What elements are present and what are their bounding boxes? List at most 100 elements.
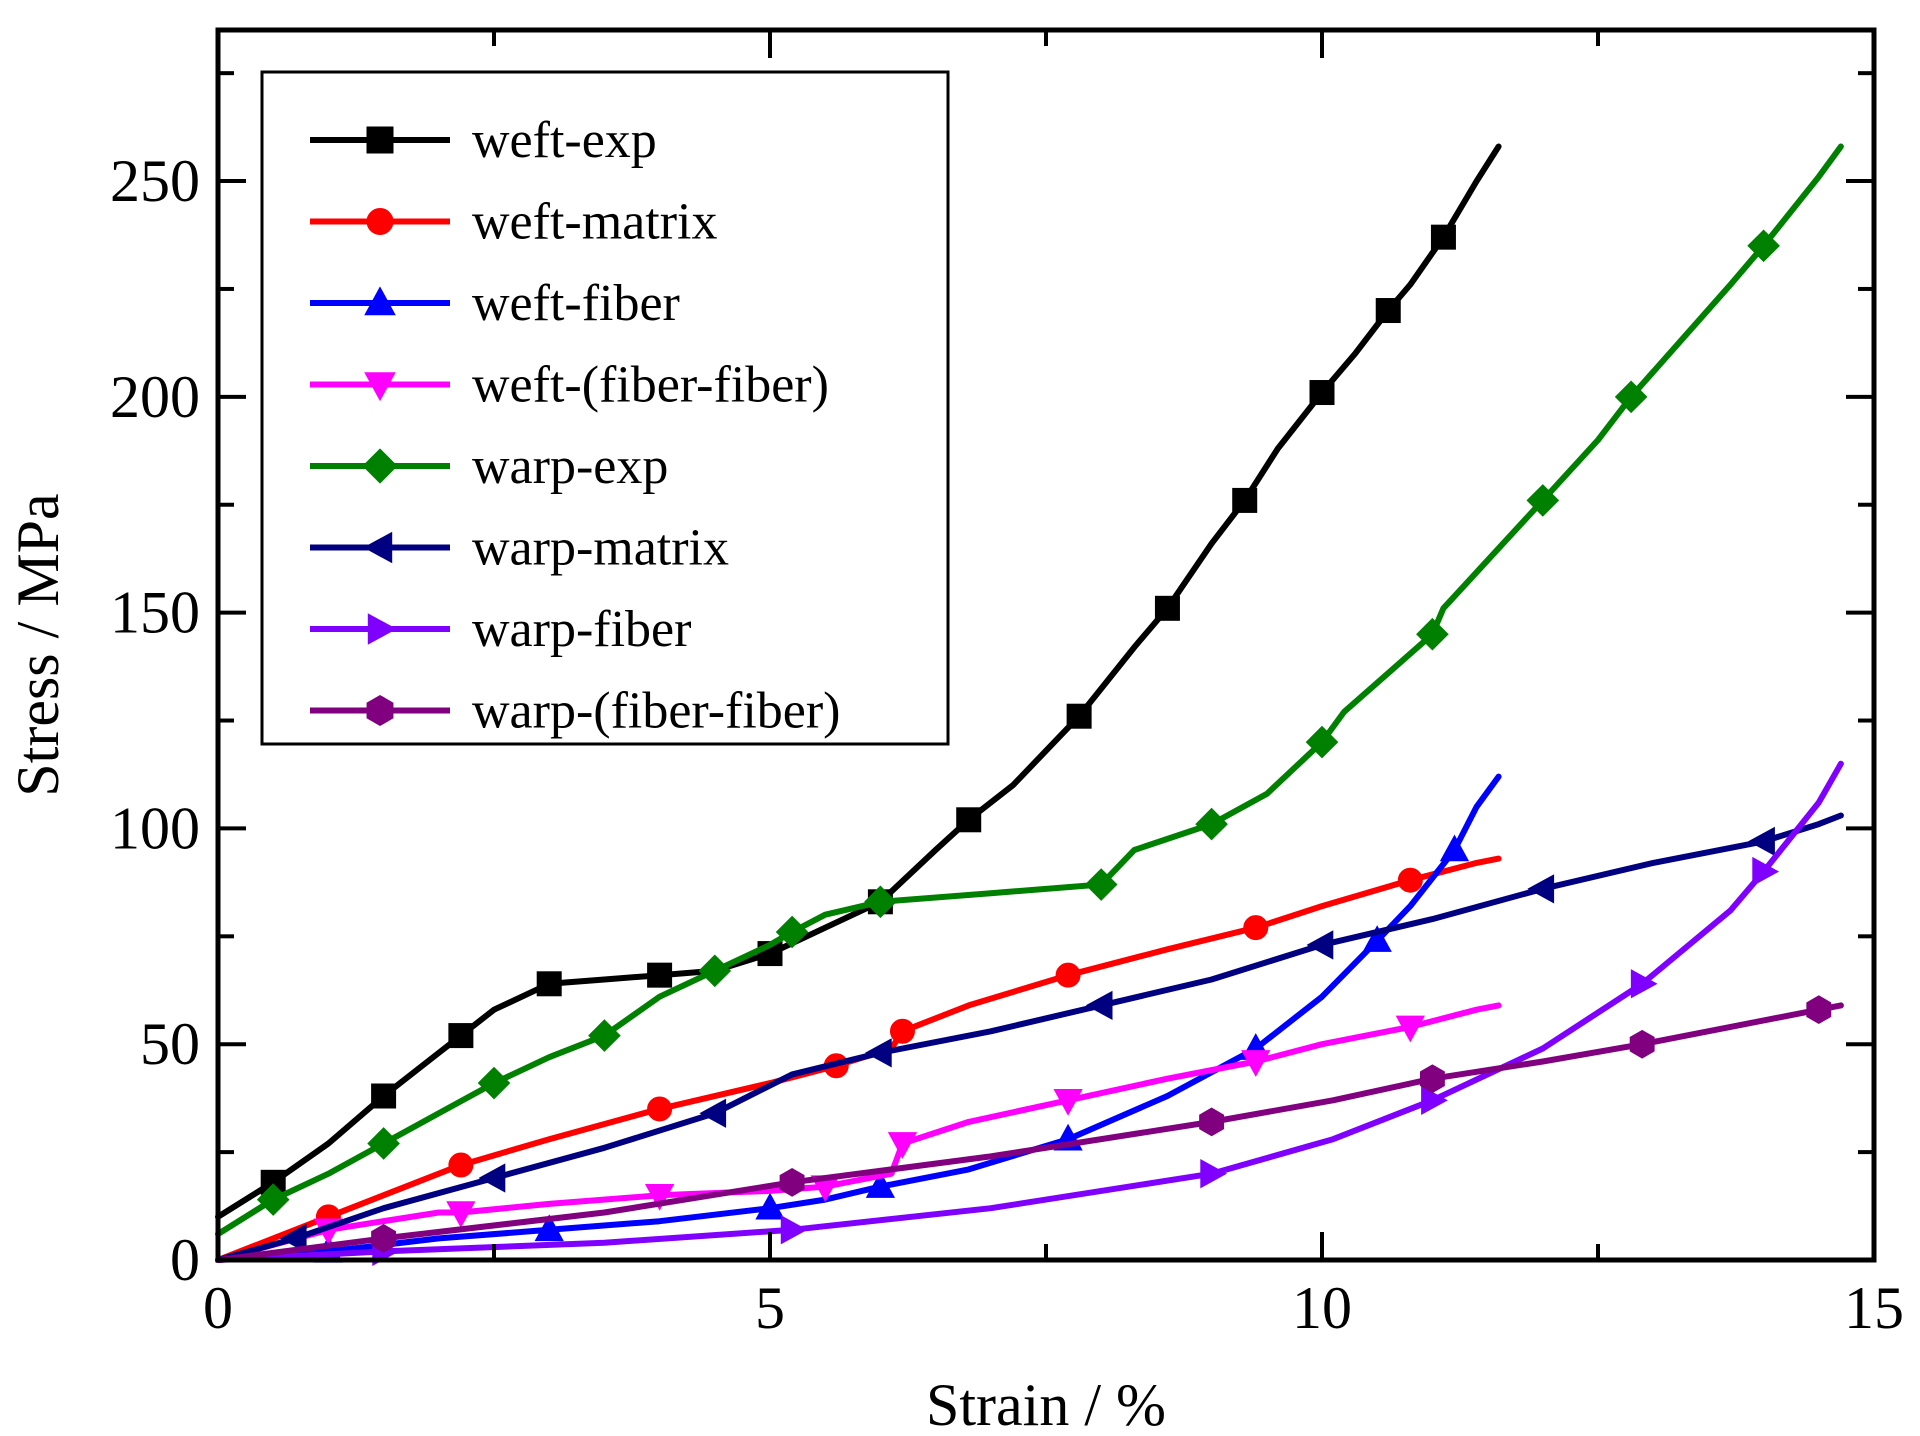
- data-point: [647, 1096, 673, 1122]
- data-point: [477, 1066, 511, 1100]
- legend-marker: [366, 694, 394, 727]
- data-point: [889, 1018, 915, 1044]
- data-point: [1430, 224, 1456, 250]
- x-axis-label: Strain / %: [926, 1372, 1166, 1436]
- data-point: [775, 915, 809, 949]
- legend-item: warp-fiber: [310, 601, 691, 658]
- data-point: [1362, 925, 1392, 952]
- data-point: [536, 971, 562, 997]
- legend-label: weft-matrix: [472, 194, 717, 251]
- data-point: [446, 1201, 476, 1228]
- data-point: [1241, 1050, 1271, 1077]
- y-tick-label: 150: [110, 580, 200, 646]
- legend-item: warp-exp: [310, 438, 668, 495]
- legend-label: weft-exp: [472, 112, 657, 169]
- data-point: [1614, 380, 1648, 414]
- data-point: [1199, 1107, 1225, 1137]
- data-point: [256, 1183, 290, 1216]
- data-point: [1084, 868, 1118, 901]
- data-point: [1397, 867, 1423, 893]
- data-point: [1305, 725, 1339, 759]
- series-warp-(fiber-fiber): [215, 995, 1844, 1263]
- legend-label: warp-fiber: [472, 601, 691, 658]
- data-point: [864, 1038, 892, 1068]
- data-point: [864, 885, 897, 919]
- data-point: [1439, 834, 1470, 862]
- legend-marker: [364, 372, 396, 402]
- series-line-warp-matrix: [215, 812, 1844, 1263]
- data-point: [478, 1163, 506, 1193]
- data-point: [1747, 229, 1780, 263]
- data-point: [780, 1215, 808, 1245]
- legend: weft-exp weft-matrix weft-fiber weft-(fiber…: [260, 70, 950, 746]
- data-point: [1419, 1064, 1445, 1094]
- data-point: [1752, 856, 1780, 887]
- legend-item: warp-matrix: [310, 520, 729, 577]
- x-tick-label: 15: [1844, 1275, 1904, 1341]
- data-point: [1085, 990, 1113, 1021]
- x-tick-label: 0: [203, 1275, 233, 1341]
- data-point: [1195, 807, 1228, 841]
- legend-item: weft-matrix: [310, 194, 717, 251]
- data-point: [1527, 874, 1555, 904]
- data-point: [1416, 617, 1449, 651]
- legend-item: weft-exp: [310, 112, 657, 169]
- legend-item: weft-fiber: [310, 275, 680, 332]
- legend-item: warp-(fiber-fiber): [310, 683, 841, 740]
- legend-label: warp-matrix: [472, 520, 729, 577]
- data-point: [367, 1127, 400, 1160]
- data-point: [1066, 703, 1092, 729]
- data-point: [1306, 930, 1334, 960]
- legend-marker: [363, 531, 393, 564]
- data-point: [1526, 484, 1560, 517]
- y-tick-label: 0: [170, 1227, 200, 1293]
- series-warp-matrix: [215, 812, 1844, 1263]
- series-warp-exp: [215, 143, 1844, 1238]
- data-point: [1629, 1029, 1655, 1059]
- series-weft-exp: [215, 143, 1502, 1220]
- data-point: [534, 1214, 564, 1242]
- y-axis-label: Stress / MPa: [5, 493, 71, 796]
- data-point: [1200, 1159, 1228, 1189]
- data-point: [647, 962, 673, 988]
- legend-label: weft-(fiber-fiber): [472, 357, 829, 414]
- series-weft-matrix: [215, 855, 1502, 1263]
- data-point: [956, 807, 982, 833]
- data-point: [279, 1223, 307, 1254]
- data-point: [865, 1171, 896, 1198]
- legend-marker: [362, 448, 398, 484]
- legend-marker: [366, 208, 394, 235]
- legend-label: weft-fiber: [472, 275, 680, 332]
- data-point: [699, 1098, 727, 1128]
- data-point: [371, 1083, 397, 1109]
- data-point: [1421, 1085, 1448, 1115]
- data-point: [698, 954, 732, 988]
- series-line-warp-(fiber-fiber): [215, 1002, 1844, 1263]
- data-point: [779, 1167, 805, 1197]
- legend-marker: [366, 126, 394, 154]
- data-point: [448, 1152, 474, 1178]
- data-point: [1748, 826, 1775, 857]
- x-tick-label: 10: [1292, 1275, 1352, 1341]
- data-point: [1395, 1015, 1425, 1043]
- legend-label: warp-(fiber-fiber): [472, 683, 841, 740]
- data-point: [1630, 969, 1658, 999]
- data-point: [1232, 487, 1258, 513]
- data-point: [1243, 915, 1269, 941]
- data-point: [1375, 298, 1401, 324]
- data-point: [1154, 595, 1180, 621]
- series-layer: [215, 143, 1844, 1267]
- legend-marker: [367, 613, 397, 645]
- data-point: [448, 1023, 474, 1049]
- data-point: [644, 1183, 675, 1211]
- x-tick-label: 5: [755, 1275, 785, 1341]
- data-point: [887, 1132, 918, 1159]
- data-point: [588, 1019, 621, 1052]
- y-tick-label: 100: [110, 795, 200, 861]
- y-tick-label: 250: [110, 148, 200, 214]
- legend-item: weft-(fiber-fiber): [310, 357, 829, 414]
- legend-label: warp-exp: [472, 438, 668, 495]
- legend-marker: [364, 286, 396, 316]
